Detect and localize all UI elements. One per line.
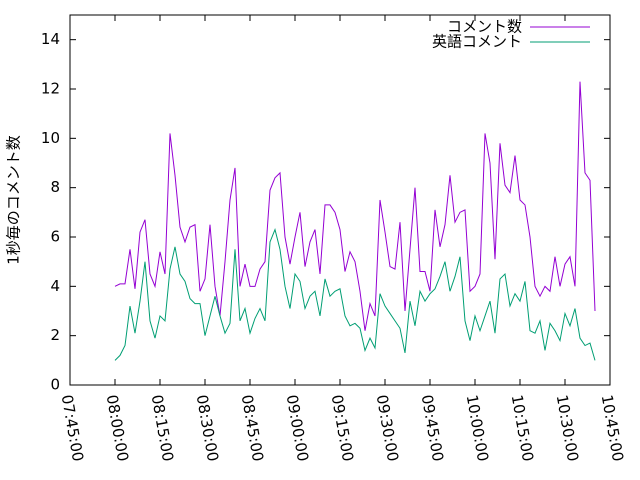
series-line: [114, 81, 596, 331]
x-tick-label: 10:15:00: [508, 393, 537, 462]
legend-label: 英語コメント: [432, 33, 522, 51]
y-tick-label: 14: [41, 30, 60, 48]
x-tick-label: 09:30:00: [373, 393, 402, 462]
y-tick-label: 0: [50, 376, 60, 394]
x-tick-label: 08:15:00: [148, 393, 177, 462]
y-tick-label: 2: [50, 326, 60, 344]
y-tick-label: 8: [50, 178, 60, 196]
y-tick-label: 10: [41, 129, 60, 147]
x-tick-label: 10:00:00: [463, 393, 492, 462]
x-tick-label: 07:45:00: [58, 393, 87, 462]
x-tick-label: 09:45:00: [418, 393, 447, 462]
x-tick-label: 09:15:00: [328, 393, 357, 462]
y-axis-label: 1秒毎のコメント数: [5, 135, 23, 265]
x-tick-label: 08:00:00: [103, 393, 132, 462]
x-tick-label: 10:30:00: [553, 393, 582, 462]
series-line: [114, 227, 596, 361]
y-tick-label: 6: [50, 228, 60, 246]
plot-frame: [69, 14, 611, 386]
x-tick-label: 09:00:00: [283, 393, 312, 462]
legend-label: コメント数: [447, 18, 522, 36]
x-tick-label: 10:45:00: [598, 393, 627, 462]
x-tick-label: 08:45:00: [238, 393, 267, 462]
x-tick-label: 08:30:00: [193, 393, 222, 462]
y-tick-label: 4: [50, 277, 60, 295]
y-tick-label: 12: [41, 80, 60, 98]
